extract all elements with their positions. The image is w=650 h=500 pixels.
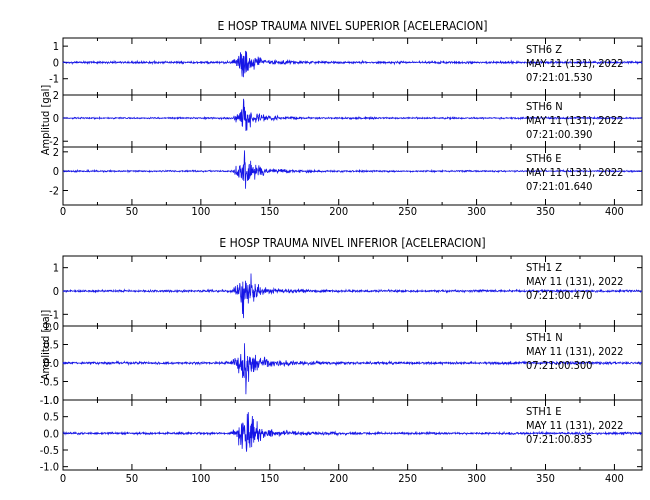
y-tick-label: -0.5 — [40, 376, 59, 389]
y-tick-label: 1 — [53, 262, 59, 275]
waveform-trace — [62, 273, 643, 319]
y-tick-label: 2 — [53, 146, 59, 159]
x-tick-label: 150 — [260, 472, 279, 485]
station-component-label: STH6 N — [526, 100, 563, 113]
record-date-label: MAY 11 (131), 2022 — [526, 166, 623, 179]
panel-frame — [62, 146, 643, 206]
record-time-label: 07:21:01.530 — [526, 71, 592, 84]
waveform-trace — [62, 343, 643, 395]
x-tick-label: 350 — [536, 472, 555, 485]
record-date-label: MAY 11 (131), 2022 — [526, 419, 623, 432]
x-tick-label: 400 — [605, 205, 624, 218]
y-tick-label: 1.0 — [43, 394, 59, 407]
x-tick-label: 200 — [329, 205, 348, 218]
record-time-label: 07:21:00.390 — [526, 128, 592, 141]
y-tick-label: 0.5 — [43, 339, 59, 352]
x-tick-label: 350 — [536, 205, 555, 218]
y-tick-label: -2 — [49, 135, 59, 148]
waveform-trace — [62, 98, 643, 131]
y-tick-label: 1.0 — [43, 320, 59, 333]
x-tick-label: 200 — [329, 472, 348, 485]
record-time-label: 07:21:00.300 — [526, 359, 592, 372]
y-tick-label: 0.0 — [43, 427, 59, 440]
y-tick-label: 1 — [53, 40, 59, 53]
x-tick-label: 150 — [260, 205, 279, 218]
y-tick-label: 0 — [53, 285, 59, 298]
x-tick-label: 400 — [605, 472, 624, 485]
waveform-trace — [62, 412, 643, 452]
waveform-trace — [62, 50, 643, 78]
y-tick-label: 0 — [53, 112, 59, 125]
panel-frame — [62, 399, 643, 471]
y-tick-label: 0.5 — [43, 411, 59, 424]
y-axis-label: Amplitud [gal] — [39, 85, 52, 156]
record-time-label: 07:21:01.640 — [526, 180, 592, 193]
station-component-label: STH1 Z — [526, 261, 562, 274]
y-tick-label: -0.5 — [40, 444, 59, 457]
x-tick-label: 0 — [60, 472, 66, 485]
y-tick-label: 2 — [53, 89, 59, 102]
y-tick-label: -1 — [49, 308, 59, 321]
x-tick-label: 300 — [467, 205, 486, 218]
y-tick-label: -2 — [49, 185, 59, 198]
chart-title: E HOSP TRAUMA NIVEL INFERIOR [ACELERACIO… — [219, 236, 485, 250]
record-time-label: 07:21:00.835 — [526, 433, 592, 446]
x-tick-label: 250 — [398, 472, 417, 485]
waveform-trace — [62, 150, 643, 189]
y-tick-label: 0 — [53, 165, 59, 178]
y-tick-label: 0.0 — [43, 357, 59, 370]
y-tick-label: -1 — [49, 73, 59, 86]
station-component-label: STH1 E — [526, 405, 561, 418]
x-tick-label: 300 — [467, 472, 486, 485]
record-date-label: MAY 11 (131), 2022 — [526, 114, 623, 127]
station-component-label: STH1 N — [526, 331, 563, 344]
record-date-label: MAY 11 (131), 2022 — [526, 57, 623, 70]
x-tick-label: 50 — [126, 205, 139, 218]
x-tick-label: 50 — [126, 472, 139, 485]
chart-title: E HOSP TRAUMA NIVEL SUPERIOR [ACELERACIO… — [217, 19, 487, 33]
x-tick-label: 100 — [191, 472, 210, 485]
y-axis-label: Amplitud [gal] — [39, 310, 52, 381]
y-tick-label: 0 — [53, 56, 59, 69]
station-component-label: STH6 Z — [526, 43, 562, 56]
x-tick-label: 250 — [398, 205, 417, 218]
station-component-label: STH6 E — [526, 152, 561, 165]
x-tick-label: 100 — [191, 205, 210, 218]
y-tick-label: -1.0 — [40, 394, 59, 407]
record-time-label: 07:21:00.470 — [526, 289, 592, 302]
record-date-label: MAY 11 (131), 2022 — [526, 275, 623, 288]
y-tick-label: -1.0 — [40, 461, 59, 474]
x-tick-label: 0 — [60, 205, 66, 218]
record-date-label: MAY 11 (131), 2022 — [526, 345, 623, 358]
